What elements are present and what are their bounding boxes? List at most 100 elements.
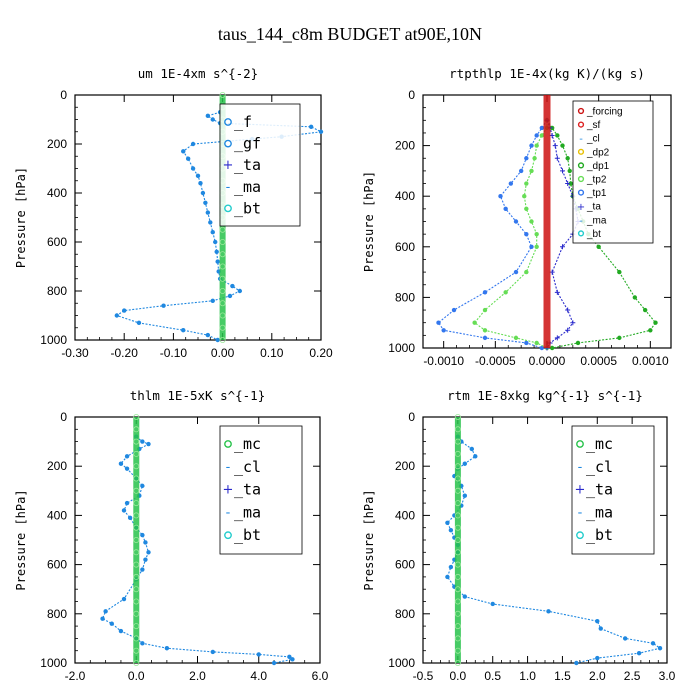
legend-entry: _dp2: [577, 147, 610, 158]
data-point: [454, 537, 461, 544]
y-axis-label: Pressure [hPa]: [362, 489, 376, 590]
figure-title: taus_144_c8m BUDGET at90E,10N: [218, 24, 482, 44]
data-point: [100, 616, 105, 621]
legend-marker: -: [579, 216, 583, 227]
legend-label: _ta: [586, 202, 601, 213]
legend-entry: - _ma: [578, 503, 613, 521]
x-tick-label: 0.0: [450, 669, 467, 683]
legend-entry: + _ta: [223, 481, 262, 499]
x-tick-label: 0.0: [128, 669, 145, 683]
data-point: [529, 219, 534, 224]
legend-marker: +: [223, 483, 234, 498]
legend-box: [572, 100, 654, 244]
data-point: [454, 475, 461, 482]
data-point: [454, 598, 461, 605]
legend-entry: - _ma: [226, 178, 261, 196]
legend-box: [219, 103, 301, 227]
data-point: [219, 324, 226, 331]
legend-marker: [577, 189, 585, 196]
legend-marker: +: [223, 158, 234, 173]
legend-label: _ma: [586, 503, 613, 521]
data-point: [534, 244, 539, 249]
legend-entry: _dp1: [577, 161, 610, 172]
legend-entry: - _cl: [226, 458, 261, 476]
x-tick-label: 0.0000: [529, 354, 566, 368]
data-point: [140, 532, 145, 538]
legend-entry: _mc: [576, 435, 613, 453]
series-line: [437, 119, 548, 349]
data-point: [146, 441, 151, 447]
data-point: [565, 181, 571, 187]
y-tick-label: 200: [395, 459, 415, 473]
data-point: [454, 524, 461, 531]
y-tick-label: 1000: [40, 656, 67, 670]
data-point: [227, 293, 233, 299]
data-point: [513, 269, 519, 275]
x-tick-label: -0.0005: [475, 354, 516, 368]
data-point: [133, 573, 140, 580]
y-tick-label: 200: [47, 459, 67, 473]
data-point: [190, 141, 196, 147]
y-tick-label: 600: [395, 558, 415, 572]
data-point: [454, 487, 461, 494]
data-point: [124, 500, 130, 506]
data-point: [617, 269, 622, 275]
data-point: [205, 210, 211, 215]
x-tick-label: -0.10: [160, 346, 188, 360]
data-point: [124, 454, 130, 459]
data-point: [219, 238, 226, 245]
data-point: [219, 226, 226, 233]
legend-entry: + _ta: [577, 202, 602, 214]
data-point: [482, 290, 488, 295]
x-tick-label: 0.00: [211, 346, 235, 360]
legend-entry: _tp2: [577, 175, 607, 186]
legend-entry: _f: [224, 113, 252, 131]
y-tick-label: 1000: [388, 656, 415, 670]
legend-marker: -: [578, 505, 583, 520]
data-point: [462, 594, 468, 599]
data-point: [200, 190, 206, 196]
y-tick-label: 400: [395, 189, 415, 203]
x-tick-label: -2.0: [65, 669, 86, 683]
legend: _mc- _cl+ _ta- _ma_bt: [219, 425, 303, 555]
data-point: [445, 574, 450, 580]
data-point: [181, 328, 186, 333]
legend-label: _bt: [586, 526, 613, 544]
series-line: [473, 120, 548, 349]
data-point: [230, 283, 235, 289]
data-point: [508, 181, 514, 186]
data-point: [546, 609, 551, 614]
legend-label: _tp1: [586, 188, 607, 199]
data-point: [219, 336, 226, 343]
y-tick-label: 600: [47, 558, 67, 572]
legend: _forcing_sf- _cl_dp2_dp1_tp2_tp1+ _ta- _ma_…: [572, 100, 654, 244]
data-point: [143, 557, 148, 562]
data-point: [595, 618, 600, 624]
data-point: [529, 143, 534, 148]
series-mc: [133, 413, 140, 667]
data-point: [595, 655, 600, 661]
data-point: [214, 249, 219, 254]
y-tick-label: 1000: [40, 333, 67, 347]
data-point: [454, 660, 461, 667]
data-point: [256, 652, 261, 657]
data-point: [436, 320, 441, 325]
y-tick-label: 0: [408, 88, 415, 102]
legend-label: _bt: [234, 199, 261, 217]
data-point: [650, 641, 656, 646]
data-point: [524, 156, 529, 161]
data-point: [290, 657, 295, 662]
legend-entry: + _ta: [223, 156, 262, 174]
x-tick-label: -0.0010: [423, 354, 464, 368]
legend-entry: _mc: [224, 435, 261, 453]
data-point: [133, 524, 140, 531]
data-point: [524, 181, 529, 186]
x-tick-label: 0.0010: [632, 354, 669, 368]
data-point: [133, 475, 140, 482]
data-point: [454, 586, 461, 593]
data-point: [454, 647, 461, 654]
x-tick-label: -0.20: [111, 346, 139, 360]
data-point: [554, 289, 560, 295]
data-point: [490, 601, 495, 607]
data-point: [219, 312, 226, 319]
